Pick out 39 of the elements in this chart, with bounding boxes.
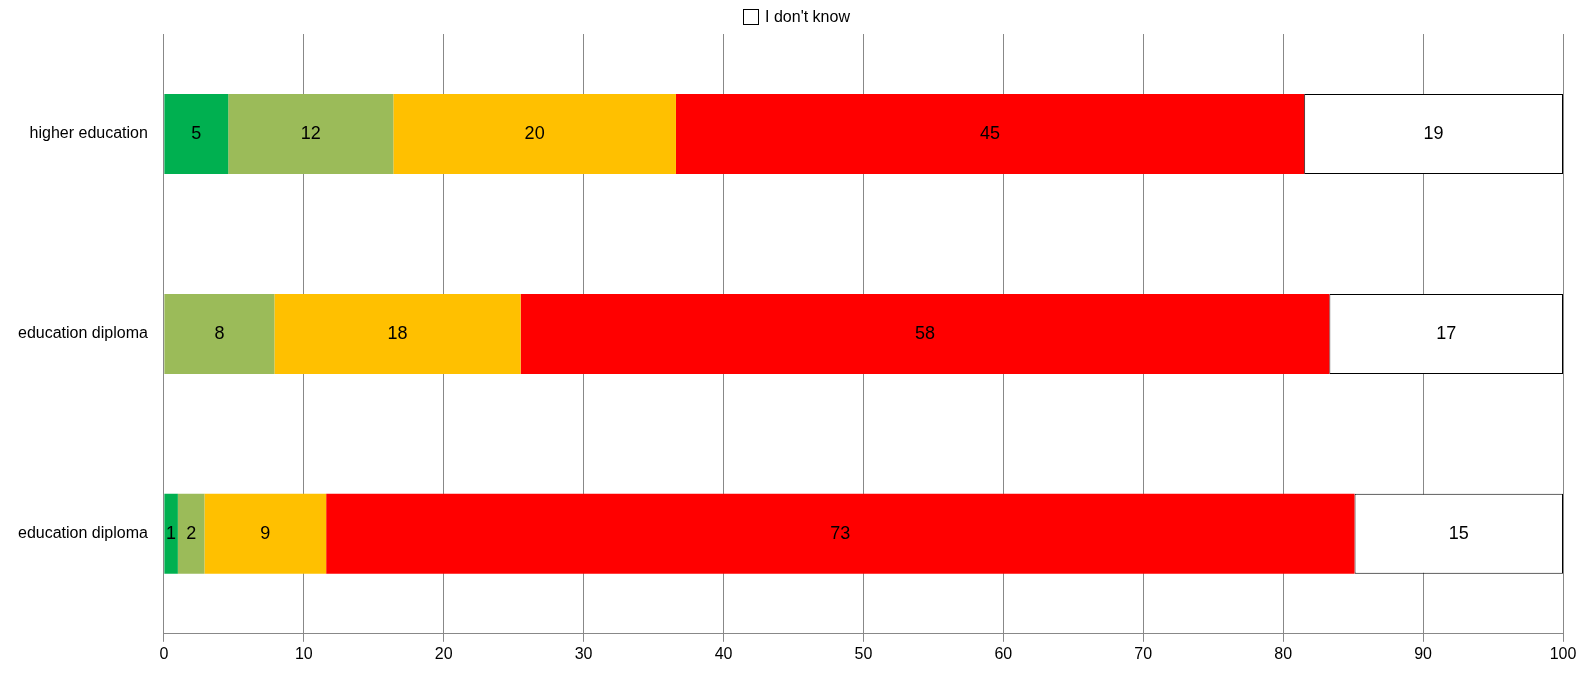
y-tick-label: education diploma [17,524,148,542]
data-label: 5 [191,122,202,143]
x-tick-label: 10 [294,644,313,662]
bar [177,493,205,574]
text: I don't know [765,8,850,26]
data-label: 73 [830,522,851,543]
x-tick-label: 50 [854,644,873,662]
x-tick-label: 60 [994,644,1013,662]
x-tick-label: 80 [1274,644,1293,662]
x-tick-label: 40 [714,644,733,662]
bar [164,293,275,374]
data-label: 45 [980,122,1001,143]
data-label: 2 [186,522,197,543]
bar [520,293,1330,374]
x-tick-label: 30 [574,644,593,662]
bar [204,493,327,574]
data-label: 58 [914,322,936,343]
bar [274,293,521,374]
data-label: 12 [300,122,321,143]
bar [228,93,394,174]
data-label: 9 [260,522,271,543]
bar [675,93,1305,174]
bar [393,93,676,174]
data-label: 8 [214,322,225,343]
data-label: 20 [524,122,545,143]
x-tick-label: 70 [1134,644,1153,662]
data-label: 19 [1423,122,1444,143]
data-label: 18 [387,322,408,343]
x-tick-label: 20 [434,644,453,662]
data-label: 17 [1436,322,1457,343]
x-tick-label: 90 [1414,644,1433,662]
x-tick-label: 0 [159,644,169,662]
data-label: 1 [166,522,177,543]
bar [164,493,178,574]
bar [164,93,229,174]
data-label: 15 [1448,522,1469,543]
y-tick-label: education diploma [17,324,148,342]
y-tick-label: higher education [29,124,148,142]
x-tick-label: 100 [1549,644,1577,662]
